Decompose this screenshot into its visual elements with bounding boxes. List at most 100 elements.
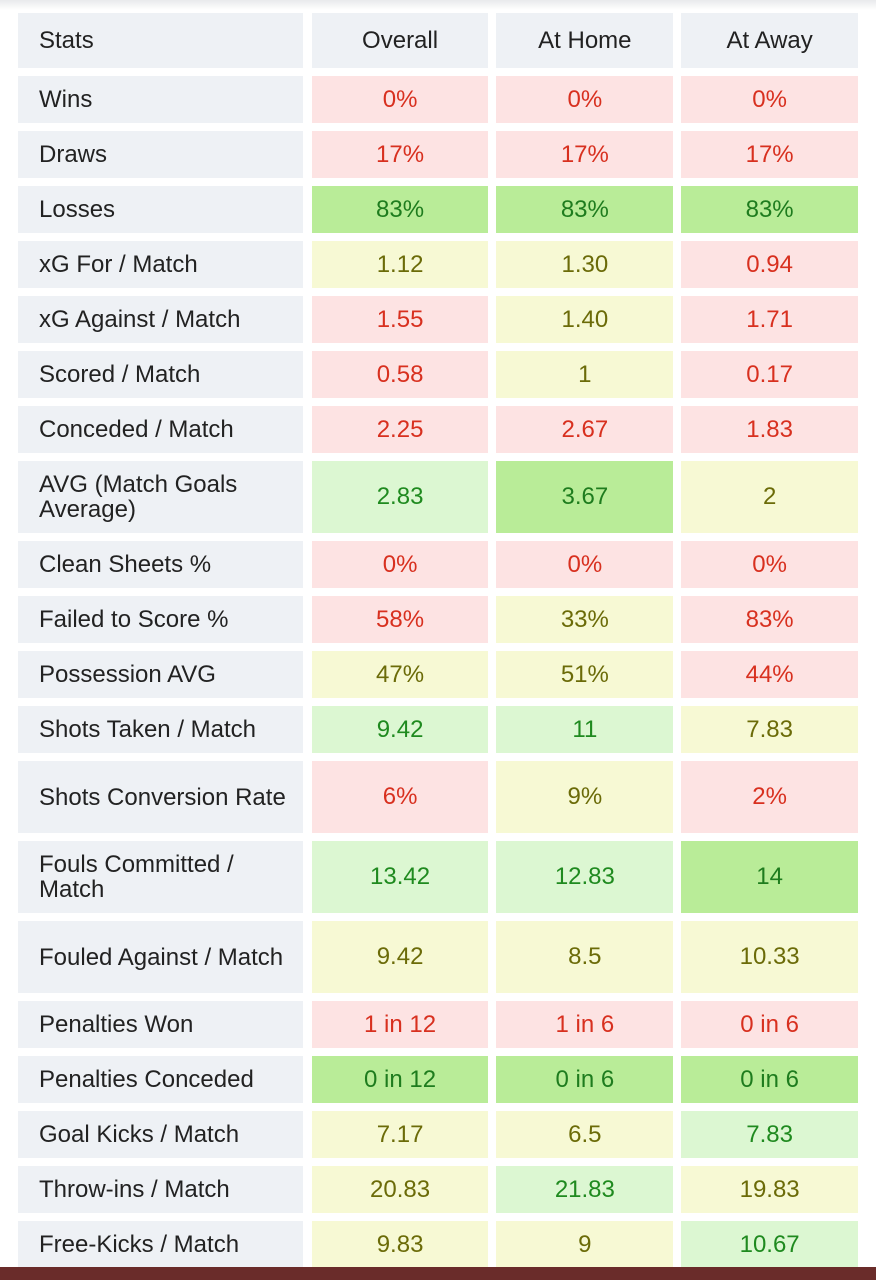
- stat-value-overall: 17%: [311, 131, 489, 178]
- stat-label: xG Against / Match: [18, 296, 303, 343]
- stat-value-home: 17%: [496, 131, 674, 178]
- stat-label: xG For / Match: [18, 241, 303, 288]
- stat-label: Goal Kicks / Match: [18, 1111, 303, 1158]
- stat-label: Losses: [18, 186, 303, 233]
- stat-value-overall: 1.12: [311, 241, 489, 288]
- stat-value-overall: 2.83: [311, 461, 489, 533]
- stat-value-away: 1.83: [681, 406, 859, 453]
- stat-value-away: 0 in 6: [681, 1056, 859, 1103]
- table-row: Wins 0% 0% 0%: [18, 76, 859, 123]
- stat-label: Shots Conversion Rate: [18, 761, 303, 833]
- stat-value-overall: 20.83: [311, 1166, 489, 1213]
- top-shadow: [0, 0, 876, 10]
- stat-value-home: 6.5: [496, 1111, 674, 1158]
- stat-label: Clean Sheets %: [18, 541, 303, 588]
- stats-table: Stats Overall At Home At Away Wins 0% 0% 0%…: [18, 13, 859, 1276]
- stat-label: Fouls Committed / Match: [18, 841, 303, 913]
- table-row: xG For / Match 1.12 1.30 0.94: [18, 241, 859, 288]
- table-row: Scored / Match 0.58 1 0.17: [18, 351, 859, 398]
- stat-value-away: 14: [681, 841, 859, 913]
- stat-value-home: 3.67: [496, 461, 674, 533]
- stat-label: Shots Taken / Match: [18, 706, 303, 753]
- stat-value-home: 2.67: [496, 406, 674, 453]
- stat-label: Penalties Conceded: [18, 1056, 303, 1103]
- stat-value-overall: 47%: [311, 651, 489, 698]
- table-header-row: Stats Overall At Home At Away: [18, 13, 859, 68]
- stat-value-overall: 9.42: [311, 706, 489, 753]
- stat-label: Possession AVG: [18, 651, 303, 698]
- stat-value-overall: 83%: [311, 186, 489, 233]
- table-row: Losses 83% 83% 83%: [18, 186, 859, 233]
- stat-value-overall: 58%: [311, 596, 489, 643]
- stat-label: AVG (Match Goals Average): [18, 461, 303, 533]
- stat-value-overall: 1.55: [311, 296, 489, 343]
- table-row: Draws 17% 17% 17%: [18, 131, 859, 178]
- stat-value-overall: 0.58: [311, 351, 489, 398]
- header-stats: Stats: [18, 13, 303, 68]
- stat-label: Conceded / Match: [18, 406, 303, 453]
- stat-value-away: 44%: [681, 651, 859, 698]
- stat-label: Throw-ins / Match: [18, 1166, 303, 1213]
- stat-value-home: 1: [496, 351, 674, 398]
- table-row: Throw-ins / Match 20.83 21.83 19.83: [18, 1166, 859, 1213]
- stat-value-away: 83%: [681, 186, 859, 233]
- table-row: Free-Kicks / Match 9.83 9 10.67: [18, 1221, 859, 1268]
- stat-value-overall: 0%: [311, 76, 489, 123]
- header-overall: Overall: [311, 13, 489, 68]
- stat-value-home: 9: [496, 1221, 674, 1268]
- stat-value-home: 8.5: [496, 921, 674, 993]
- table-row: Conceded / Match 2.25 2.67 1.83: [18, 406, 859, 453]
- stat-label: Free-Kicks / Match: [18, 1221, 303, 1268]
- stat-value-away: 0%: [681, 76, 859, 123]
- table-row: Clean Sheets % 0% 0% 0%: [18, 541, 859, 588]
- stat-value-home: 1.40: [496, 296, 674, 343]
- stat-value-overall: 0%: [311, 541, 489, 588]
- table-row: Goal Kicks / Match 7.17 6.5 7.83: [18, 1111, 859, 1158]
- stat-value-home: 1.30: [496, 241, 674, 288]
- stat-value-home: 9%: [496, 761, 674, 833]
- stat-value-home: 1 in 6: [496, 1001, 674, 1048]
- stat-value-away: 10.33: [681, 921, 859, 993]
- stat-value-away: 7.83: [681, 706, 859, 753]
- stat-label: Draws: [18, 131, 303, 178]
- table-body: Wins 0% 0% 0% Draws 17% 17% 17% Losses 83% 83% 83% x…: [18, 76, 859, 1268]
- stat-label: Wins: [18, 76, 303, 123]
- stat-value-away: 2: [681, 461, 859, 533]
- stat-value-away: 0 in 6: [681, 1001, 859, 1048]
- header-at-away: At Away: [681, 13, 859, 68]
- stat-value-home: 0%: [496, 541, 674, 588]
- stat-value-overall: 0 in 12: [311, 1056, 489, 1103]
- stat-value-home: 11: [496, 706, 674, 753]
- table-row: Shots Taken / Match 9.42 11 7.83: [18, 706, 859, 753]
- table-row: Fouls Committed / Match 13.42 12.83 14: [18, 841, 859, 913]
- stat-value-away: 7.83: [681, 1111, 859, 1158]
- stat-value-away: 0.17: [681, 351, 859, 398]
- bottom-bar: [0, 1267, 876, 1280]
- stat-value-away: 0.94: [681, 241, 859, 288]
- stat-value-overall: 6%: [311, 761, 489, 833]
- stat-value-home: 12.83: [496, 841, 674, 913]
- stat-value-overall: 9.42: [311, 921, 489, 993]
- table-row: Shots Conversion Rate 6% 9% 2%: [18, 761, 859, 833]
- stat-value-home: 83%: [496, 186, 674, 233]
- table-row: Failed to Score % 58% 33% 83%: [18, 596, 859, 643]
- stat-value-home: 0 in 6: [496, 1056, 674, 1103]
- stat-label: Penalties Won: [18, 1001, 303, 1048]
- table-row: Possession AVG 47% 51% 44%: [18, 651, 859, 698]
- stat-value-home: 33%: [496, 596, 674, 643]
- stat-label: Fouled Against / Match: [18, 921, 303, 993]
- table-row: AVG (Match Goals Average) 2.83 3.67 2: [18, 461, 859, 533]
- stat-value-away: 2%: [681, 761, 859, 833]
- stat-value-overall: 1 in 12: [311, 1001, 489, 1048]
- stat-value-away: 1.71: [681, 296, 859, 343]
- table-row: xG Against / Match 1.55 1.40 1.71: [18, 296, 859, 343]
- stat-value-overall: 13.42: [311, 841, 489, 913]
- stat-value-overall: 2.25: [311, 406, 489, 453]
- stat-value-home: 51%: [496, 651, 674, 698]
- stat-value-away: 83%: [681, 596, 859, 643]
- stat-value-away: 17%: [681, 131, 859, 178]
- table-row: Fouled Against / Match 9.42 8.5 10.33: [18, 921, 859, 993]
- stat-label: Scored / Match: [18, 351, 303, 398]
